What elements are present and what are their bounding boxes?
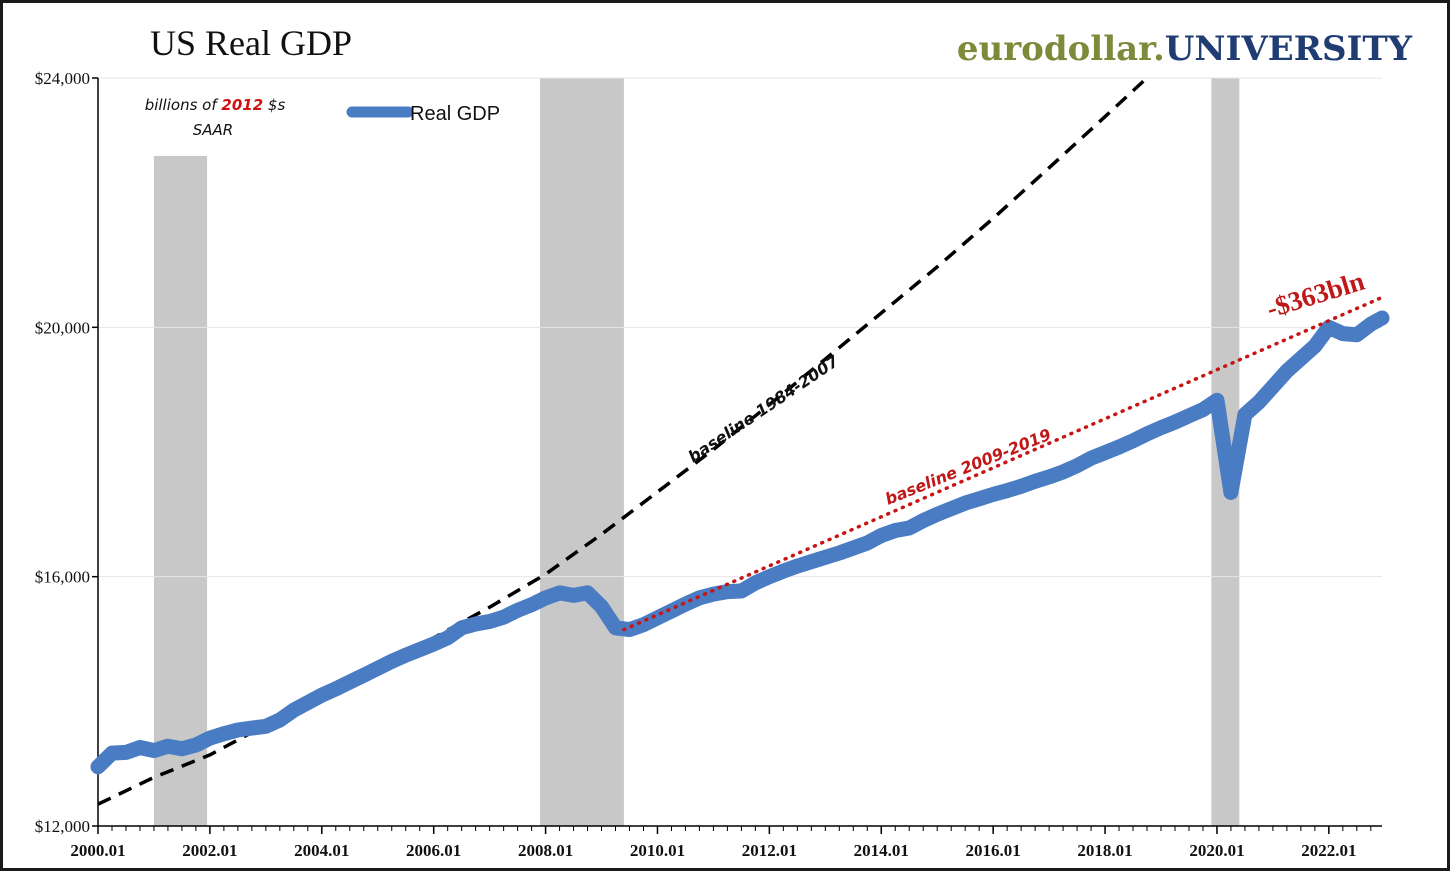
x-tick-label: 2000.01 xyxy=(70,841,125,860)
annotation-baseline-1984-2007: baseline 1984-2007 xyxy=(685,351,843,466)
x-tick-label: 2006.01 xyxy=(406,841,461,860)
unit-label-line2: SAAR xyxy=(193,121,233,139)
annotation-gap: -$363bln xyxy=(1263,266,1368,324)
x-tick-label: 2010.01 xyxy=(630,841,685,860)
unit-label-line1: billions of 2012 $s xyxy=(145,96,286,114)
y-tick-label: $16,000 xyxy=(35,568,90,587)
x-tick-label: 2002.01 xyxy=(182,841,237,860)
legend-label: Real GDP xyxy=(410,103,500,125)
unit-label-year: 2012 xyxy=(221,96,263,114)
x-tick-label: 2016.01 xyxy=(966,841,1021,860)
x-tick-label: 2022.01 xyxy=(1301,841,1356,860)
brand-part1: eurodollar. xyxy=(957,29,1165,69)
series-baseline-2009-2019 xyxy=(622,295,1384,632)
unit-label-suffix: $s xyxy=(263,96,285,114)
recession-band xyxy=(153,155,208,826)
x-tick-label: 2004.01 xyxy=(294,841,349,860)
y-tick-label: $24,000 xyxy=(35,69,90,88)
x-tick-label: 2018.01 xyxy=(1077,841,1132,860)
x-tick-label: 2012.01 xyxy=(742,841,797,860)
series-lines xyxy=(90,78,1390,806)
y-tick-label: $20,000 xyxy=(35,318,90,337)
brand-part2: UNIVERSITY xyxy=(1165,29,1413,69)
recession-band xyxy=(539,78,624,826)
x-tick-label: 2008.01 xyxy=(518,841,573,860)
axes: $12,000 $16,000 $20,000 $24,000 2000.01 2002.… xyxy=(35,69,1382,860)
brand-logo: eurodollar.UNIVERSITY xyxy=(957,29,1413,69)
y-tick-label: $12,000 xyxy=(35,817,90,836)
chart-title: US Real GDP xyxy=(150,23,352,63)
unit-label-prefix: billions of xyxy=(145,96,222,114)
x-tick-label: 2020.01 xyxy=(1189,841,1244,860)
x-tick-label: 2014.01 xyxy=(854,841,909,860)
series-baseline-1984-2007 xyxy=(98,78,1150,806)
series-real-gdp xyxy=(90,310,1390,775)
